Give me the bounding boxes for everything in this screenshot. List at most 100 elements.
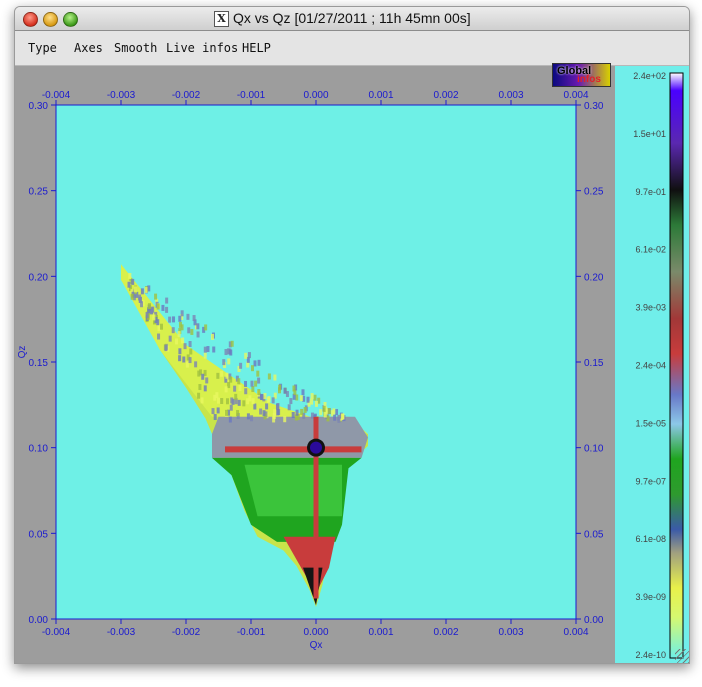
speckle bbox=[157, 325, 161, 332]
y-tick-label-left: 0.10 bbox=[29, 444, 49, 455]
speckle bbox=[244, 380, 248, 387]
y-tick-label-right: 0.30 bbox=[584, 101, 604, 112]
speckle bbox=[161, 304, 165, 311]
speckle bbox=[273, 374, 277, 381]
speckle bbox=[204, 324, 208, 331]
resize-grip-icon[interactable] bbox=[675, 649, 689, 663]
plot-frame bbox=[55, 104, 577, 620]
speckle bbox=[228, 416, 232, 423]
speckle bbox=[220, 370, 224, 377]
x-tick-label-top: 0.003 bbox=[498, 90, 523, 101]
speckle bbox=[216, 407, 220, 414]
heatmap-chart[interactable]: -0.004 -0.004 -0.003 -0.003 -0.002 -0.002 -0.0… bbox=[15, 7, 689, 663]
speckle bbox=[227, 358, 231, 365]
speckle bbox=[276, 403, 280, 410]
speckle bbox=[129, 285, 133, 292]
x-tick-label-bottom: -0.001 bbox=[237, 627, 266, 638]
speckle bbox=[224, 349, 228, 356]
speckle bbox=[337, 416, 341, 423]
speckle bbox=[185, 361, 189, 368]
speckle bbox=[154, 317, 158, 324]
speckle bbox=[228, 341, 232, 348]
speckle bbox=[273, 392, 277, 399]
speckle bbox=[239, 362, 243, 369]
speckle bbox=[291, 412, 295, 419]
speckle bbox=[140, 288, 144, 295]
speckle bbox=[236, 410, 240, 417]
x-tick-label-top: -0.004 bbox=[42, 90, 71, 101]
speckle bbox=[278, 384, 282, 391]
peak-marker bbox=[310, 441, 322, 454]
menu-type[interactable]: Type bbox=[28, 41, 57, 55]
speckle bbox=[327, 407, 331, 414]
speckle bbox=[246, 356, 250, 363]
speckle bbox=[180, 324, 184, 331]
speckle bbox=[160, 323, 164, 330]
speckle bbox=[203, 369, 207, 376]
speckle bbox=[225, 372, 229, 379]
speckle bbox=[323, 402, 327, 409]
speckle bbox=[194, 361, 198, 368]
speckle bbox=[197, 370, 201, 377]
menu-smooth[interactable]: Smooth bbox=[114, 41, 158, 55]
x-tick-label-bottom: -0.003 bbox=[107, 627, 136, 638]
colorbar-tick-label: 1.5e-05 bbox=[635, 418, 666, 428]
speckle bbox=[227, 409, 231, 416]
minimize-window-icon[interactable] bbox=[43, 12, 58, 27]
title-bar[interactable]: X Qx vs Qz [01/27/2011 ; 11h 45mn 00s] bbox=[15, 7, 689, 31]
x-axis-label: Qx bbox=[310, 640, 323, 651]
colorbar-tick-label: 9.7e-01 bbox=[635, 187, 666, 197]
x-tick-label-top: -0.002 bbox=[172, 90, 201, 101]
speckle bbox=[140, 301, 144, 308]
menu-axes[interactable]: Axes bbox=[74, 41, 103, 55]
speckle bbox=[306, 396, 310, 403]
speckle bbox=[319, 409, 323, 416]
speckle bbox=[302, 412, 306, 419]
speckle bbox=[141, 300, 145, 307]
speckle bbox=[247, 352, 251, 359]
speckle bbox=[180, 310, 184, 317]
speckle bbox=[171, 327, 175, 334]
speckle bbox=[144, 287, 148, 294]
speckle bbox=[229, 404, 233, 411]
speckle bbox=[259, 408, 263, 415]
speckle bbox=[186, 313, 190, 320]
close-window-icon[interactable] bbox=[23, 12, 38, 27]
speckle bbox=[324, 406, 328, 413]
speckle bbox=[178, 328, 182, 335]
speckle bbox=[165, 297, 169, 304]
y-tick-label-right: 0.15 bbox=[584, 358, 604, 369]
speckle bbox=[267, 396, 271, 403]
speckle bbox=[182, 356, 186, 363]
speckle bbox=[165, 306, 169, 313]
speckle bbox=[154, 293, 158, 300]
speckle bbox=[211, 408, 215, 415]
speckle bbox=[181, 337, 185, 344]
speckle bbox=[265, 403, 269, 410]
speckle-texture bbox=[127, 272, 346, 423]
speckle bbox=[234, 398, 238, 405]
speckle bbox=[206, 346, 210, 353]
speckle bbox=[292, 385, 296, 392]
speckle bbox=[253, 360, 257, 367]
colorbar-tick-label: 9.7e-07 bbox=[635, 476, 666, 486]
speckle bbox=[175, 338, 179, 345]
y-tick-label-right: 0.10 bbox=[584, 444, 604, 455]
global-infos-logo[interactable]: Global infos bbox=[552, 63, 611, 87]
menu-help[interactable]: HELP bbox=[242, 41, 271, 55]
speckle bbox=[254, 380, 258, 387]
speckle bbox=[238, 385, 242, 392]
speckle bbox=[155, 298, 159, 305]
speckle bbox=[227, 382, 231, 389]
speckle bbox=[178, 321, 182, 328]
speckle bbox=[302, 395, 306, 402]
zoom-window-icon[interactable] bbox=[63, 12, 78, 27]
speckle bbox=[193, 319, 197, 326]
speckle bbox=[292, 393, 296, 400]
speckle bbox=[220, 398, 224, 405]
speckle bbox=[228, 373, 232, 380]
menu-live-infos[interactable]: Live infos bbox=[166, 41, 239, 55]
colorbar-tick-label: 1.5e+01 bbox=[633, 129, 666, 139]
speckle bbox=[156, 319, 160, 326]
speckle bbox=[213, 414, 217, 421]
